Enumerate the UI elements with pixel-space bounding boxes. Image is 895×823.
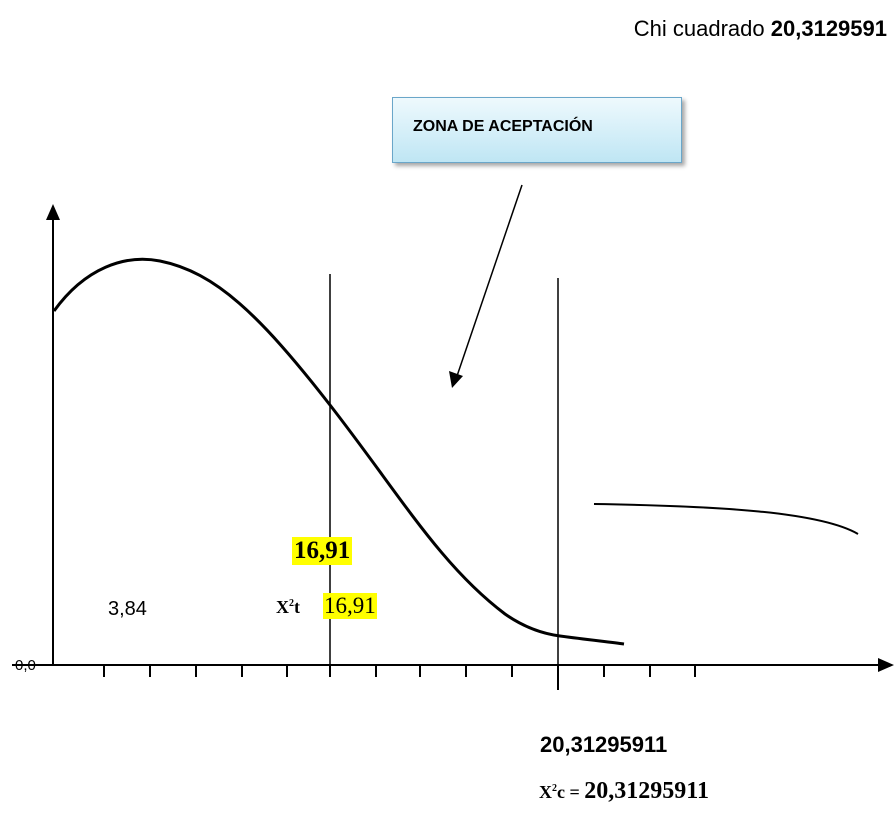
acceptance-zone-label: ZONA DE ACEPTACIÓN: [413, 118, 593, 135]
x-axis-ticks: [103, 665, 696, 690]
left-value-label: 3,84: [108, 598, 147, 620]
chi-square-value: 20,3129591: [770, 16, 887, 41]
zone-pointer-arrowhead: [449, 371, 463, 388]
zone-pointer-line: [456, 184, 523, 377]
distribution-curve: [52, 257, 625, 646]
tail-curve: [593, 503, 859, 535]
table-critical-value: 16,91: [292, 537, 353, 565]
y-axis-arrow: [46, 204, 60, 220]
acceptance-zone-box: ZONA DE ACEPTACIÓN: [392, 97, 682, 163]
calculated-critical-value: 20,31295911: [540, 732, 668, 757]
x-axis-arrow: [878, 658, 894, 672]
chi-square-title: Chi cuadrado 20,3129591: [634, 16, 887, 42]
chi-square-prefix: Chi cuadrado: [633, 16, 765, 41]
x2c-label: X2c = 20,31295911: [539, 778, 709, 804]
x2t-label: X2t: [276, 597, 300, 617]
origin-label: 0,0: [15, 657, 36, 674]
x2t-value: 16,91: [323, 593, 377, 619]
